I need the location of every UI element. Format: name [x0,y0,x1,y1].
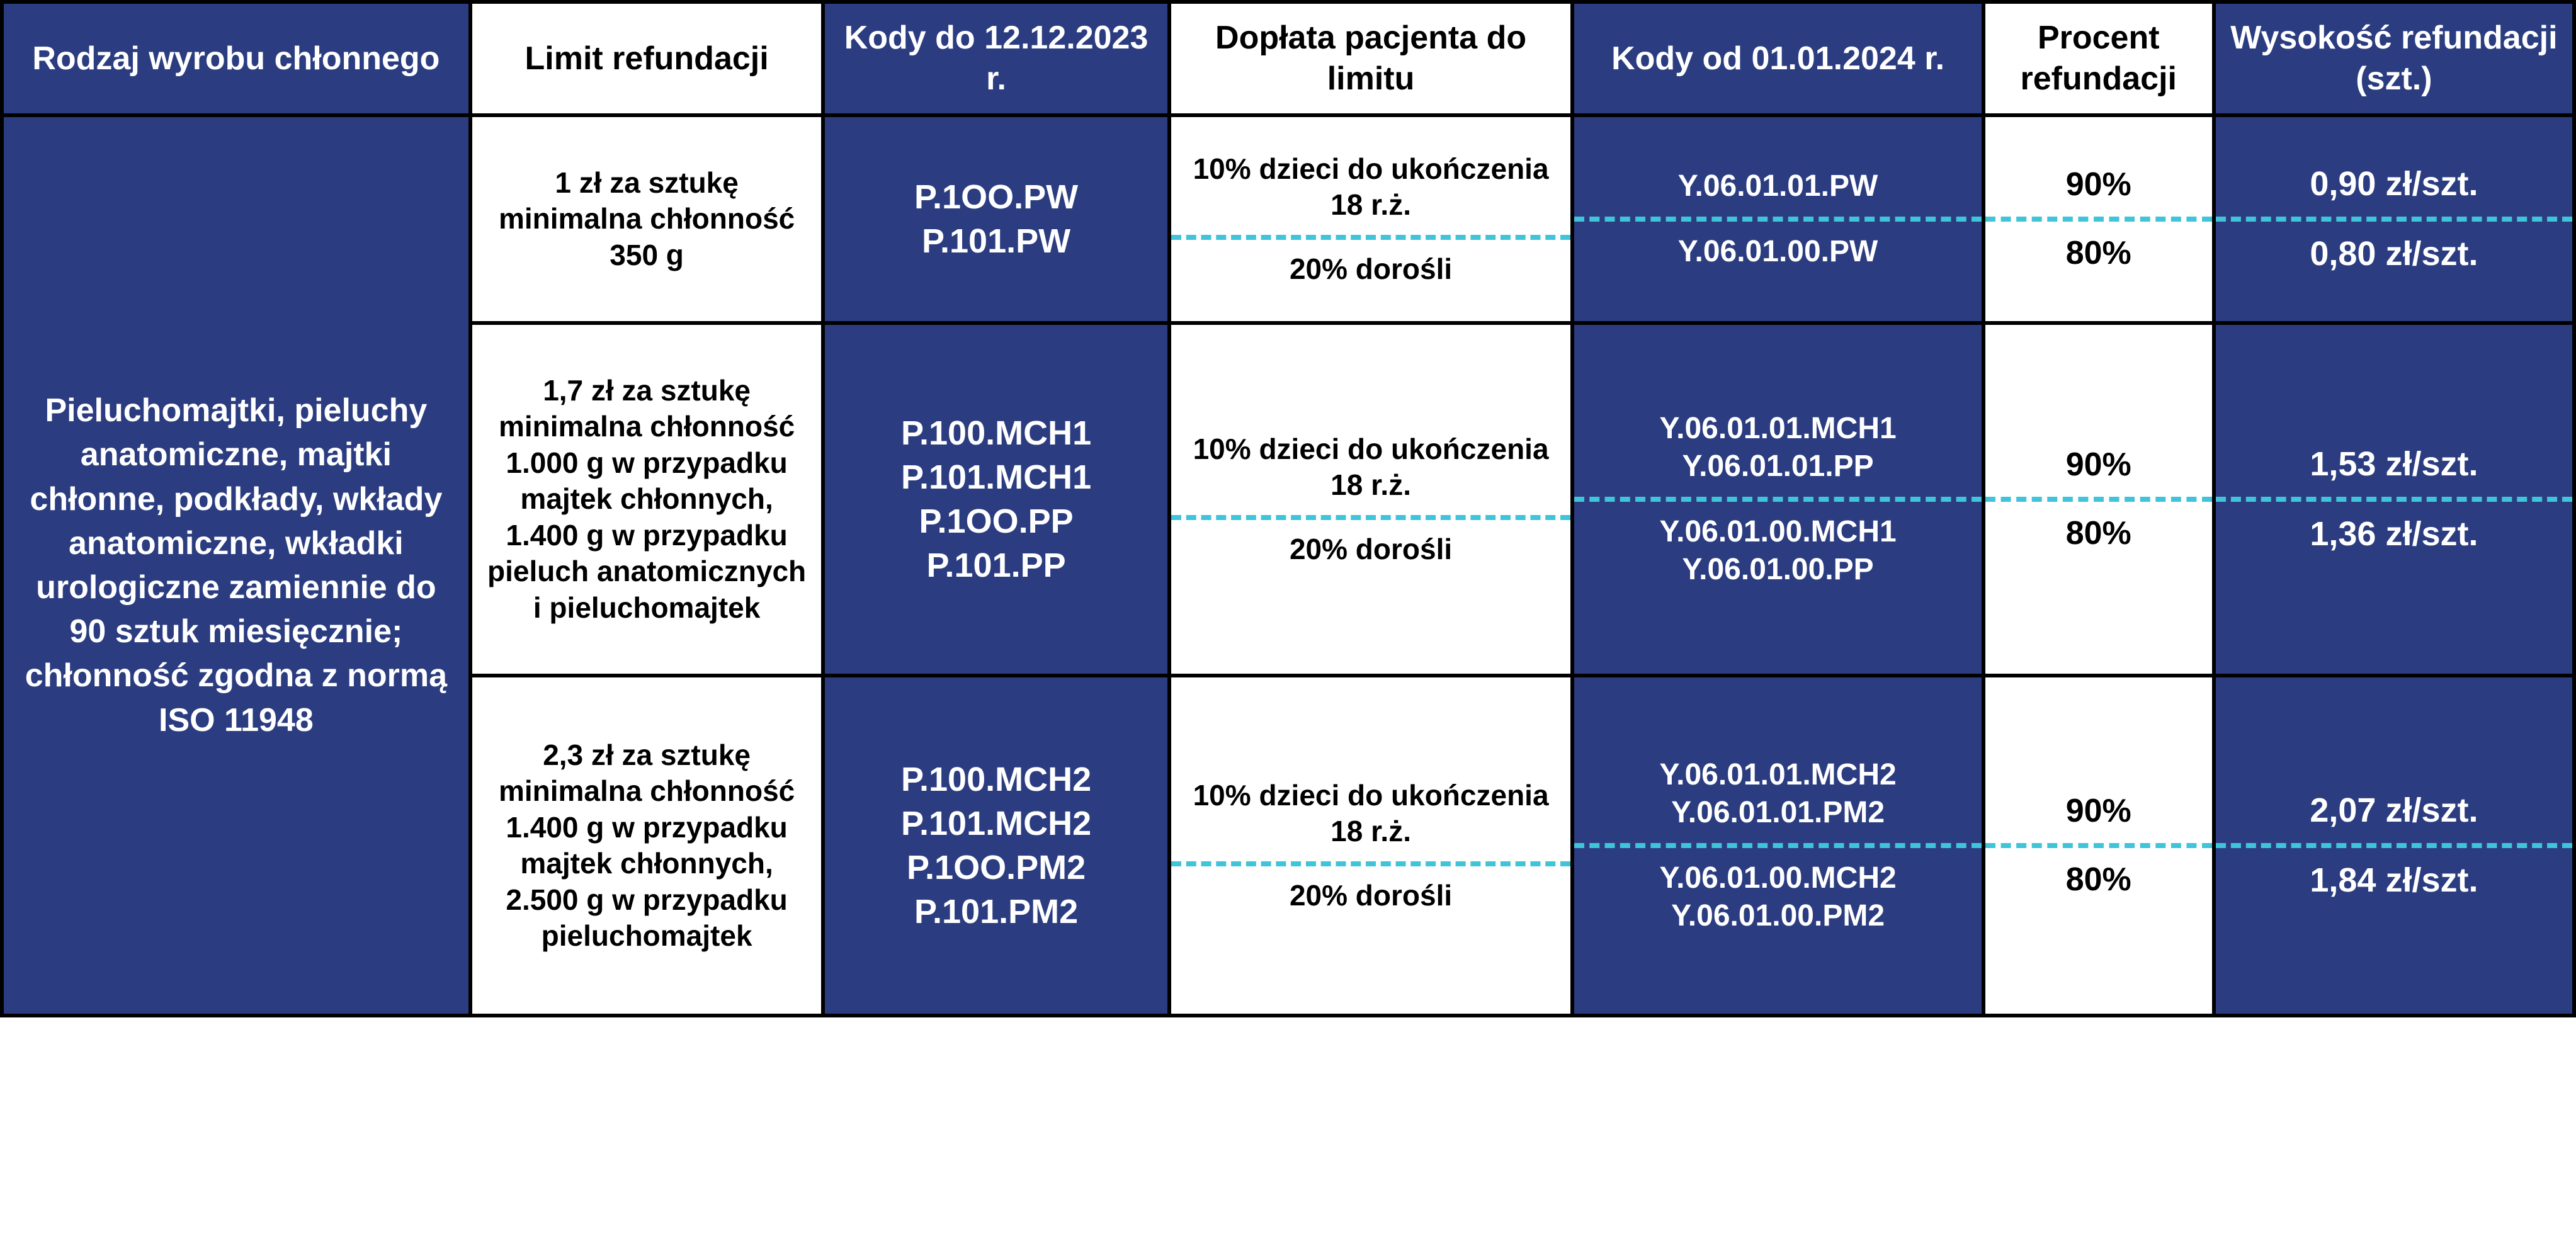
copay-cell: 10% dzieci do ukończenia 18 r.ż. 20% dor… [1169,115,1573,323]
amount-bot: 1,36 zł/szt. [2216,497,2572,567]
copay-bot: 20% dorośli [1171,235,1571,299]
amount-cell: 2,07 zł/szt. 1,84 zł/szt. [2214,676,2574,1016]
percent-bot: 80% [1985,217,2212,285]
codes-new-cell: Y.06.01.01.PW Y.06.01.00.PW [1572,115,1983,323]
limit-cell: 2,3 zł za sztukę minimalna chłonność 1.4… [470,676,824,1016]
copay-bot: 20% dorośli [1171,861,1571,926]
codes-new-bot: Y.06.01.00.MCH1Y.06.01.00.PP [1574,497,1981,600]
codes-new-bot: Y.06.01.00.MCH2Y.06.01.00.PM2 [1574,843,1981,946]
copay-top: 10% dzieci do ukończenia 18 r.ż. [1171,420,1571,515]
codes-old-cell: P.100.MCH1P.101.MCH1P.1OO.PPP.101.PP [823,323,1169,676]
hdr-codes-old: Kody do 12.12.2023 r. [823,2,1169,115]
hdr-amount: Wysokość refundacji (szt.) [2214,2,2574,115]
table-row: Pieluchomajtki, pieluchy anatomiczne, ma… [2,115,2574,323]
codes-new-top: Y.06.01.01.MCH2Y.06.01.01.PM2 [1574,745,1981,843]
codes-new-cell: Y.06.01.01.MCH2Y.06.01.01.PM2 Y.06.01.00… [1572,676,1983,1016]
amount-top: 1,53 zł/szt. [2216,432,2572,497]
hdr-copay: Dopłata pacjenta do limitu [1169,2,1573,115]
percent-bot: 80% [1985,497,2212,565]
codes-new-cell: Y.06.01.01.MCH1Y.06.01.01.PP Y.06.01.00.… [1572,323,1983,676]
copay-top: 10% dzieci do ukończenia 18 r.ż. [1171,140,1571,235]
percent-top: 90% [1985,433,2212,497]
percent-top: 90% [1985,153,2212,217]
copay-cell: 10% dzieci do ukończenia 18 r.ż. 20% dor… [1169,323,1573,676]
codes-new-bot: Y.06.01.00.PW [1574,217,1981,282]
percent-top: 90% [1985,779,2212,843]
copay-bot: 20% dorośli [1171,515,1571,579]
copay-cell: 10% dzieci do ukończenia 18 r.ż. 20% dor… [1169,676,1573,1016]
amount-bot: 1,84 zł/szt. [2216,843,2572,914]
limit-cell: 1,7 zł za sztukę minimalna chłonność 1.0… [470,323,824,676]
percent-cell: 90% 80% [1983,323,2214,676]
copay-top: 10% dzieci do ukończenia 18 r.ż. [1171,766,1571,861]
percent-cell: 90% 80% [1983,115,2214,323]
percent-cell: 90% 80% [1983,676,2214,1016]
codes-old-cell: P.100.MCH2P.101.MCH2P.1OO.PM2P.101.PM2 [823,676,1169,1016]
hdr-percent: Procent refundacji [1983,2,2214,115]
product-type-cell: Pieluchomajtki, pieluchy anatomiczne, ma… [2,115,470,1016]
amount-bot: 0,80 zł/szt. [2216,217,2572,287]
amount-top: 2,07 zł/szt. [2216,778,2572,844]
table-body: Pieluchomajtki, pieluchy anatomiczne, ma… [2,115,2574,1016]
amount-cell: 1,53 zł/szt. 1,36 zł/szt. [2214,323,2574,676]
codes-old-cell: P.1OO.PWP.101.PW [823,115,1169,323]
header-row: Rodzaj wyrobu chłonnego Limit refundacji… [2,2,2574,115]
hdr-limit: Limit refundacji [470,2,824,115]
hdr-codes-new: Kody od 01.01.2024 r. [1572,2,1983,115]
percent-bot: 80% [1985,843,2212,912]
codes-new-top: Y.06.01.01.MCH1Y.06.01.01.PP [1574,399,1981,497]
amount-top: 0,90 zł/szt. [2216,152,2572,217]
limit-cell: 1 zł za sztukę minimalna chłonność 350 g [470,115,824,323]
refund-table: Rodzaj wyrobu chłonnego Limit refundacji… [0,0,2576,1017]
amount-cell: 0,90 zł/szt. 0,80 zł/szt. [2214,115,2574,323]
hdr-product-type: Rodzaj wyrobu chłonnego [2,2,470,115]
codes-new-top: Y.06.01.01.PW [1574,156,1981,217]
